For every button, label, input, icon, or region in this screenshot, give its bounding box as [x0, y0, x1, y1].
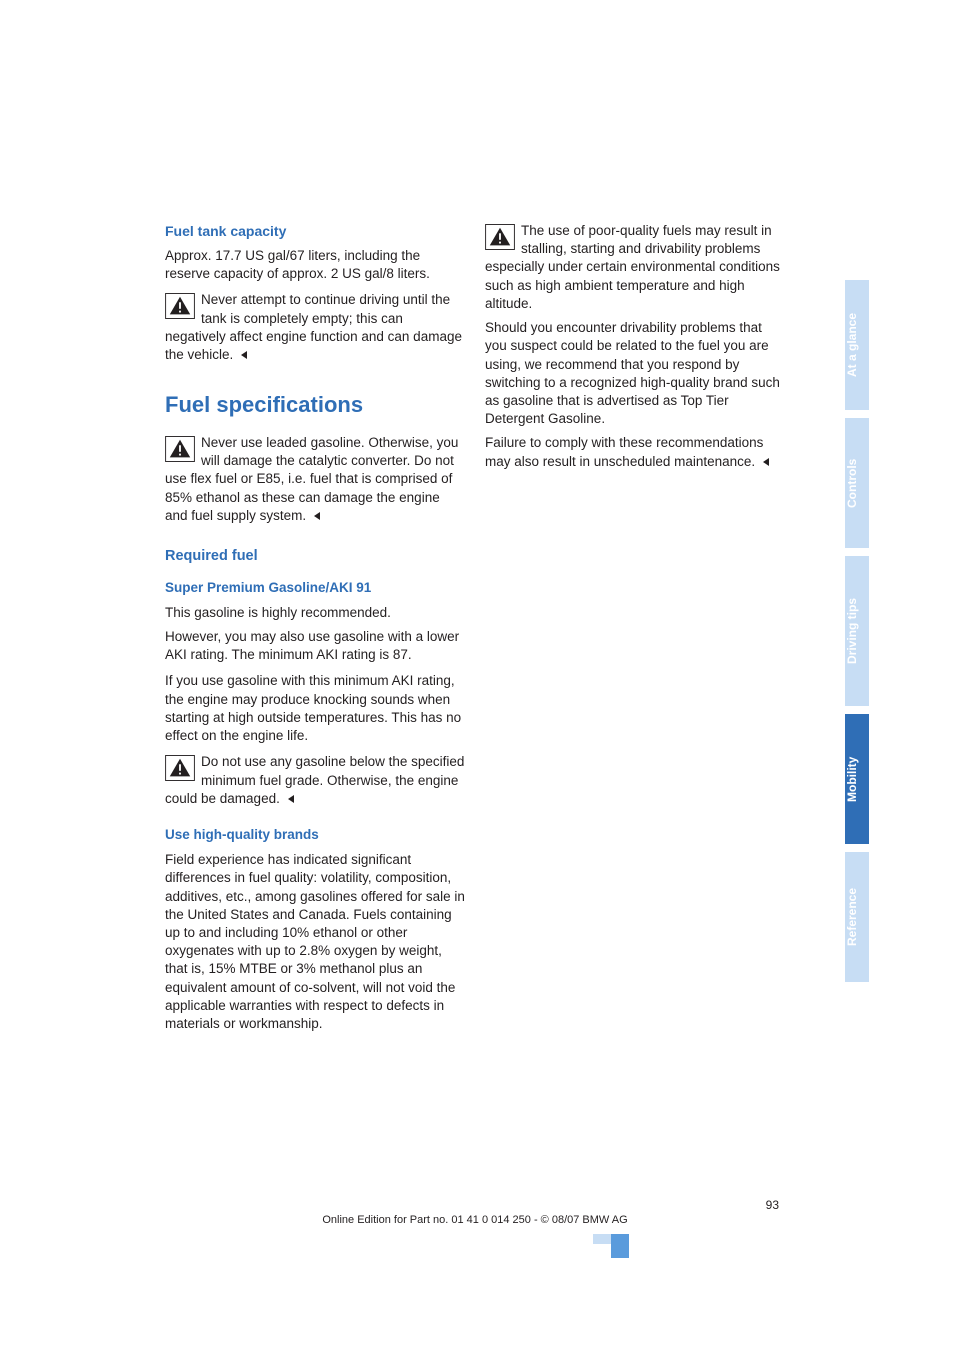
warning-icon	[165, 293, 195, 319]
warning-block: Never attempt to continue driving until …	[165, 291, 465, 364]
heading-super-premium: Super Premium Gasoline/AKI 91	[165, 579, 465, 597]
tab-reference[interactable]: Reference	[845, 852, 869, 982]
warning-icon	[485, 224, 515, 250]
warning-icon	[165, 755, 195, 781]
end-mark-icon	[761, 457, 771, 467]
side-tabs: At a glance Controls Driving tips Mobili…	[845, 280, 869, 990]
footer-edition-line: Online Edition for Part no. 01 41 0 014 …	[165, 1214, 785, 1226]
page-footer: 93 Online Edition for Part no. 01 41 0 0…	[165, 1198, 785, 1226]
warning-icon	[165, 436, 195, 462]
body-text: This gasoline is highly recommended.	[165, 604, 465, 622]
end-mark-icon	[286, 794, 296, 804]
tab-mobility[interactable]: Mobility	[845, 714, 869, 844]
warning-block: Do not use any gasoline below the specif…	[165, 753, 465, 808]
end-mark-icon	[239, 350, 249, 360]
page-content: Fuel tank capacity Approx. 17.7 US gal/6…	[165, 222, 785, 1039]
warning-text: Never use leaded gasoline. Otherwise, yo…	[165, 435, 458, 523]
body-text: Field experience has indicated significa…	[165, 851, 465, 1033]
body-text-span: Failure to comply with these recommendat…	[485, 435, 763, 468]
body-text: Should you encounter drivability problem…	[485, 319, 785, 428]
body-text: Approx. 17.7 US gal/67 liters, including…	[165, 247, 465, 283]
right-column: The use of poor-quality fuels may result…	[485, 222, 785, 1039]
heading-required-fuel: Required fuel	[165, 547, 465, 567]
end-mark-icon	[312, 511, 322, 521]
warning-block: Never use leaded gasoline. Otherwise, yo…	[165, 434, 465, 525]
warning-block: The use of poor-quality fuels may result…	[485, 222, 785, 313]
heading-fuel-tank-capacity: Fuel tank capacity	[165, 222, 465, 241]
footer-decoration	[165, 1234, 629, 1258]
warning-text: Never attempt to continue driving until …	[165, 292, 462, 362]
body-text: Failure to comply with these recommendat…	[485, 434, 785, 470]
body-text: However, you may also use gasoline with …	[165, 628, 465, 664]
page-number: 93	[165, 1198, 785, 1212]
left-column: Fuel tank capacity Approx. 17.7 US gal/6…	[165, 222, 465, 1039]
heading-fuel-specifications: Fuel specifications	[165, 390, 465, 420]
tab-at-a-glance[interactable]: At a glance	[845, 280, 869, 410]
body-text: If you use gasoline with this minimum AK…	[165, 672, 465, 745]
warning-text: The use of poor-quality fuels may result…	[485, 223, 780, 311]
warning-text: Do not use any gasoline below the specif…	[165, 754, 464, 805]
tab-controls[interactable]: Controls	[845, 418, 869, 548]
heading-use-high-quality: Use high-quality brands	[165, 826, 465, 844]
tab-driving-tips[interactable]: Driving tips	[845, 556, 869, 706]
